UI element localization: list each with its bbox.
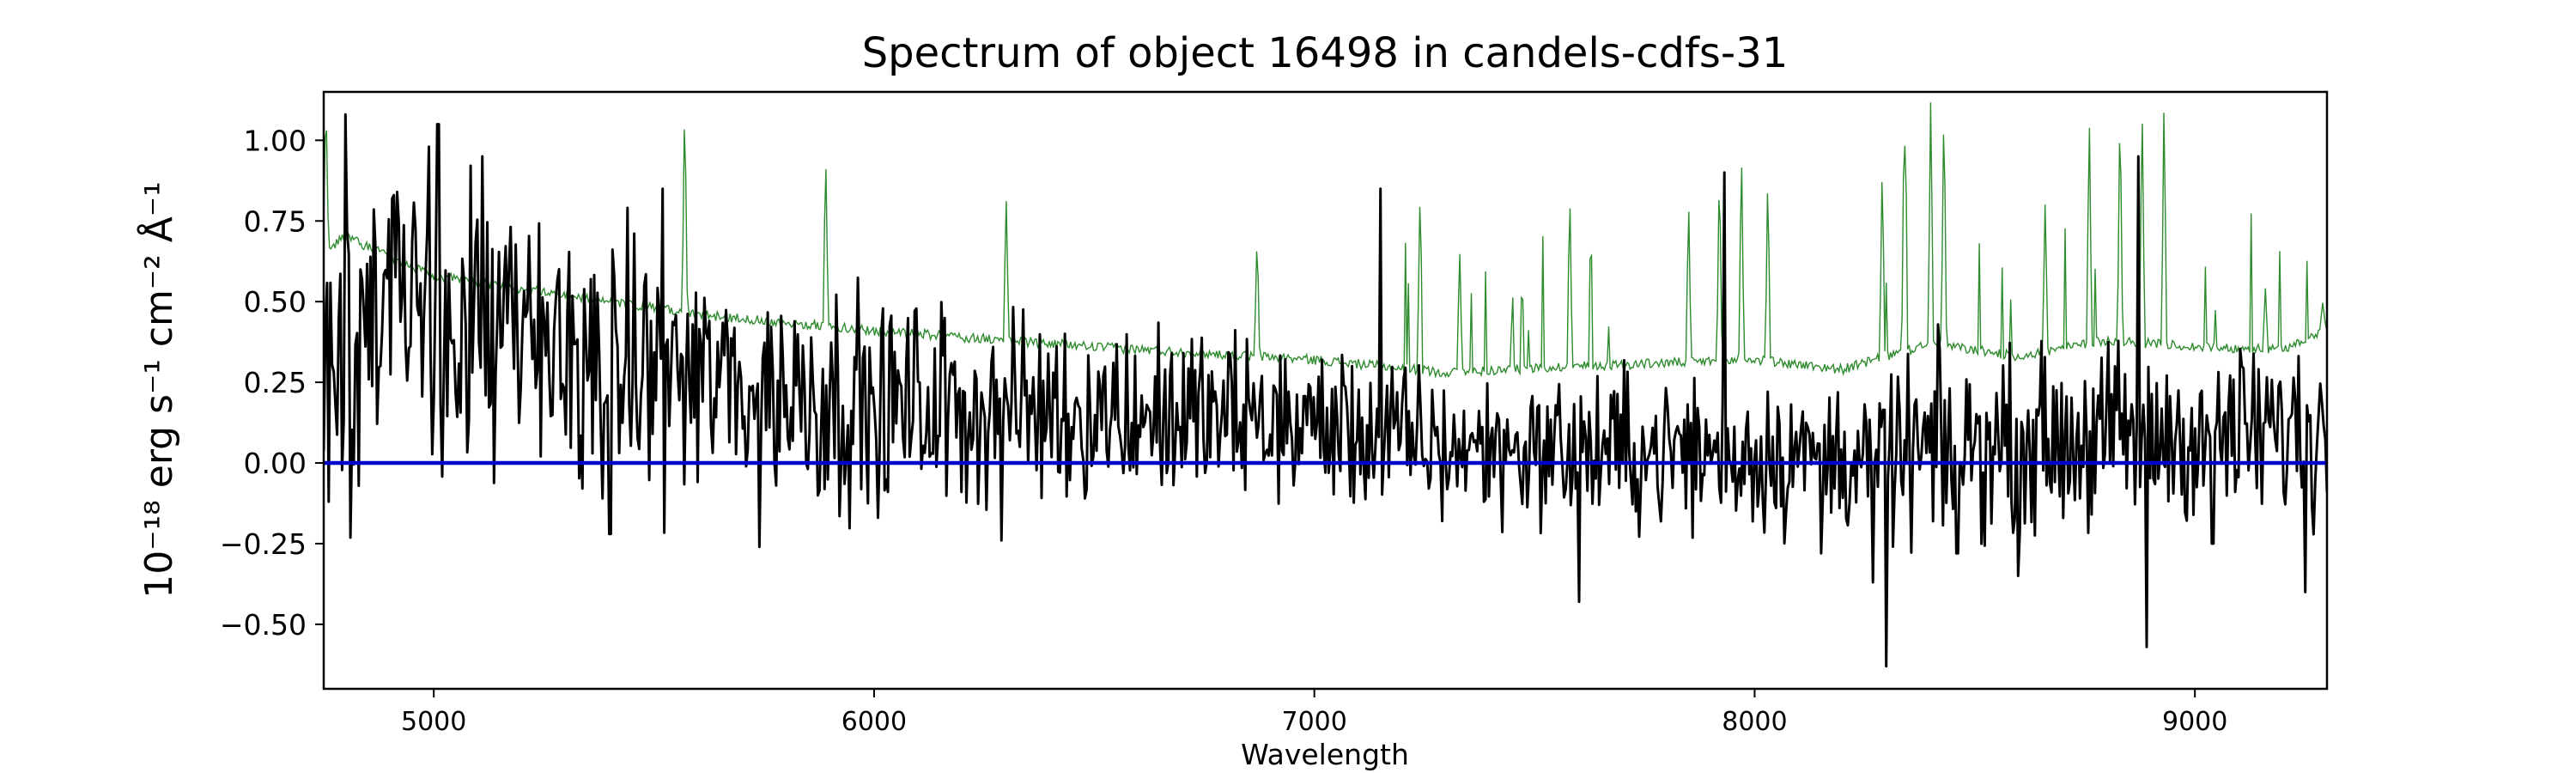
x-tick-label: 9000 [2162, 707, 2227, 737]
y-axis-label: 10⁻¹⁸ erg s⁻¹ cm⁻² Å⁻¹ [136, 181, 181, 598]
y-tick-label: −0.25 [220, 527, 307, 561]
x-tick-label: 5000 [401, 707, 466, 737]
x-tick-label: 8000 [1722, 707, 1787, 737]
y-tick-label: 0.00 [244, 447, 307, 480]
x-tick-label: 6000 [841, 707, 907, 737]
flux-spectrum-line [324, 113, 2327, 668]
y-tick-label: −0.50 [220, 608, 307, 642]
plot-area [324, 102, 2327, 668]
x-tick-label: 7000 [1282, 707, 1347, 737]
x-axis: 5000 6000 7000 8000 9000 [401, 689, 2227, 737]
y-tick-label: 0.50 [244, 285, 307, 319]
plot-frame [322, 90, 2329, 691]
y-axis: −0.50 −0.25 0.00 0.25 0.50 0.75 1.00 [220, 124, 324, 642]
chart-title: Spectrum of object 16498 in candels-cdfs… [862, 29, 1789, 77]
y-tick-label: 0.25 [244, 366, 307, 399]
y-tick-label: 0.75 [244, 204, 307, 238]
x-axis-label: Wavelength [1241, 738, 1409, 771]
y-tick-label: 1.00 [244, 124, 307, 157]
